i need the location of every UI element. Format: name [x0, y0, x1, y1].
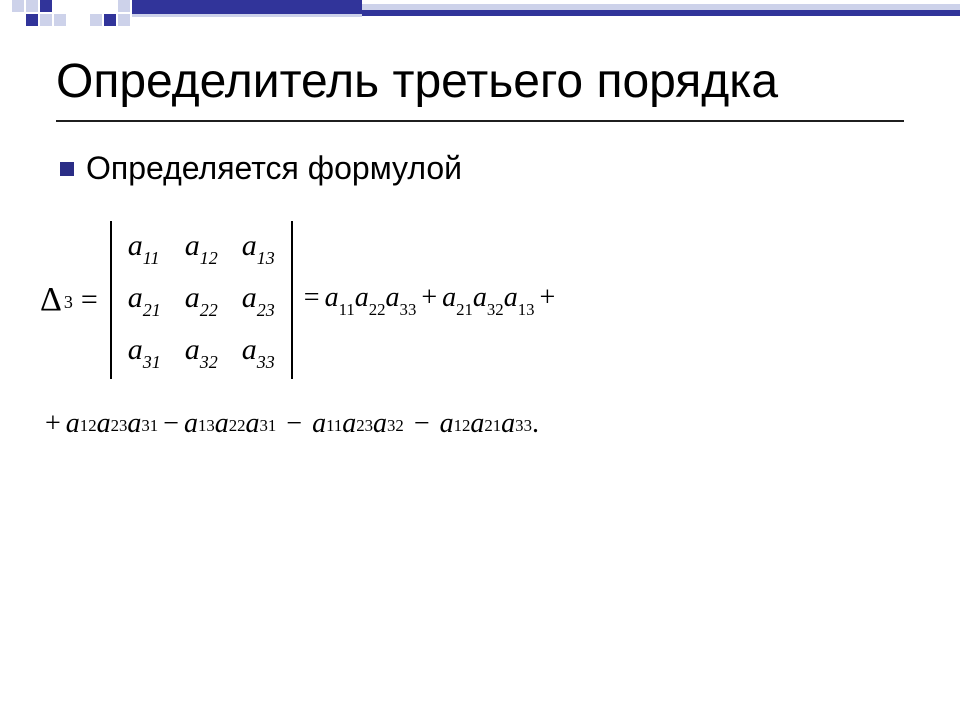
- determinant: a11 a12 a13 a21 a22 a23 a31 a32 a33: [110, 221, 293, 379]
- bullet-row: Определяется формулой: [60, 150, 462, 187]
- det-cell: a11: [128, 229, 161, 267]
- decor-square: [118, 14, 130, 26]
- decor-bar: [362, 10, 960, 16]
- decor-square: [90, 14, 102, 26]
- bullet-icon: [60, 162, 74, 176]
- formula: Δ3 = a11 a12 a13 a21 a22 a23 a31 a32 a33 =a11a22…: [40, 220, 920, 440]
- decor-square: [54, 14, 66, 26]
- bullet-text: Определяется формулой: [86, 150, 462, 187]
- formula-row-1: Δ3 = a11 a12 a13 a21 a22 a23 a31 a32 a33 =a11a22…: [40, 220, 920, 380]
- det-cell: a31: [128, 333, 161, 371]
- equals-sign: =: [81, 283, 98, 317]
- det-cell: a21: [128, 281, 161, 319]
- det-cell: a23: [242, 281, 275, 319]
- decor-bar: [132, 0, 362, 14]
- decor-bar: [132, 14, 362, 17]
- page-title: Определитель третьего порядка: [56, 56, 778, 109]
- decor-strip: [0, 0, 960, 28]
- det-bar-right: [291, 221, 293, 379]
- decor-square: [40, 14, 52, 26]
- decor-square: [40, 0, 52, 12]
- terms-line-2: +a12a23a31−a13a22a31−a11a23a32−a12a21a33…: [40, 408, 920, 440]
- det-cell: a32: [185, 333, 218, 371]
- det-grid: a11 a12 a13 a21 a22 a23 a31 a32 a33: [112, 221, 291, 379]
- decor-square: [118, 0, 130, 12]
- delta-symbol: Δ: [40, 281, 62, 319]
- decor-square: [26, 0, 38, 12]
- title-underline: [56, 120, 904, 122]
- det-cell: a22: [185, 281, 218, 319]
- det-cell: a13: [242, 229, 275, 267]
- slide: Определитель третьего порядка Определяет…: [0, 0, 960, 720]
- det-cell: a33: [242, 333, 275, 371]
- decor-square: [26, 14, 38, 26]
- decor-square: [104, 14, 116, 26]
- delta-sub: 3: [64, 292, 73, 313]
- terms-line-1: =a11a22a33+a21a32a13+: [299, 282, 560, 318]
- decor-square: [12, 0, 24, 12]
- det-cell: a12: [185, 229, 218, 267]
